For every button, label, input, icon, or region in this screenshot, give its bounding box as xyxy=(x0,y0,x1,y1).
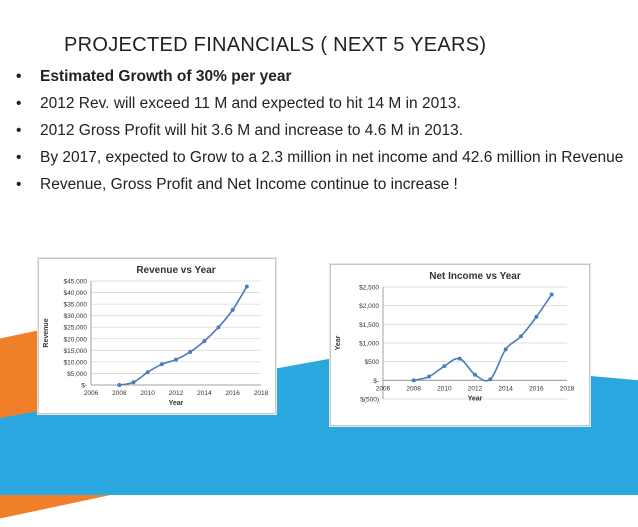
bullet-text: Estimated Growth of 30% per year xyxy=(40,68,292,85)
bullet-text: 2012 Gross Profit will hit 3.6 M and inc… xyxy=(40,122,464,139)
data-point xyxy=(145,370,150,375)
data-point xyxy=(427,374,431,379)
y-tick-label: $25,000 xyxy=(64,325,88,332)
data-point xyxy=(519,334,523,339)
data-point xyxy=(188,349,193,354)
data-point xyxy=(117,383,122,387)
data-point xyxy=(159,362,164,367)
y-tick-label: $20,000 xyxy=(64,336,88,343)
y-tick-label: $1,000 xyxy=(359,341,379,348)
x-tick-label: 2018 xyxy=(560,385,575,392)
data-point xyxy=(473,372,477,377)
data-point xyxy=(216,325,221,330)
net-income-chart: Net Income vs Year $(500) $- $500 $1,000 $1,5… xyxy=(335,271,575,404)
y-axis-label: Revenue xyxy=(43,318,50,347)
bullet-glyph: • xyxy=(16,176,22,193)
bullet-list: • Estimated Growth of 30% per year • 2012 … xyxy=(14,68,626,203)
y-tick-label: $- xyxy=(81,383,87,390)
series-line xyxy=(413,294,553,382)
x-tick-label: 2008 xyxy=(112,390,127,397)
x-tick-label: 2014 xyxy=(197,390,212,397)
x-tick-label: 2010 xyxy=(140,390,155,397)
data-point xyxy=(411,378,416,383)
x-tick-label: 2018 xyxy=(254,390,269,397)
y-tick-label: $35,000 xyxy=(64,302,88,309)
y-tick-label: $30,000 xyxy=(64,313,88,320)
y-tick-label: $(500) xyxy=(360,397,379,404)
bullet-text: By 2017, expected to Grow to a 2.3 milli… xyxy=(40,149,624,166)
data-point xyxy=(244,284,249,289)
bullet-glyph: • xyxy=(16,68,22,85)
data-point xyxy=(131,380,136,385)
y-tick-label: $2,500 xyxy=(359,285,379,292)
bullet-item: • 2012 Rev. will exceed 11 M and expected… xyxy=(14,95,626,113)
data-point xyxy=(174,357,178,362)
revenue-chart-frame: Revenue vs Year $- $5,000 $10,000 $15,000 $20… xyxy=(38,258,276,414)
y-tick-label: $40,000 xyxy=(64,290,88,297)
slide-title: PROJECTED FINANCIALS ( NEXT 5 YEARS) xyxy=(64,34,487,56)
x-tick-label: 2012 xyxy=(169,390,184,397)
bullet-glyph: • xyxy=(16,95,22,112)
bullet-glyph: • xyxy=(16,122,22,139)
x-tick-label: 2008 xyxy=(406,385,421,392)
x-tick-label: 2006 xyxy=(84,390,99,397)
data-point xyxy=(457,356,462,361)
y-tick-label: $500 xyxy=(365,359,380,366)
y-tick-label: $15,000 xyxy=(64,348,88,355)
data-point xyxy=(503,347,508,352)
net-income-chart-frame: Net Income vs Year $(500) $- $500 $1,000 $1,5… xyxy=(330,264,590,426)
bullet-text: 2012 Rev. will exceed 11 M and expected … xyxy=(40,95,461,112)
y-tick-label: $1,500 xyxy=(359,322,379,329)
y-tick-label: $10,000 xyxy=(64,359,88,366)
data-point xyxy=(549,292,554,297)
data-point xyxy=(488,377,493,382)
data-point xyxy=(230,307,235,312)
data-point xyxy=(202,339,207,344)
series-line xyxy=(119,286,248,386)
chart-title: Net Income vs Year xyxy=(429,271,521,282)
x-axis-label: Year xyxy=(468,395,483,402)
bullet-item: • 2012 Gross Profit will hit 3.6 M and in… xyxy=(14,122,626,140)
y-tick-label: $45,000 xyxy=(64,279,88,286)
x-tick-label: 2016 xyxy=(225,390,240,397)
x-tick-label: 2014 xyxy=(498,385,513,392)
y-tick-label: $- xyxy=(373,378,379,385)
bullet-text: Revenue, Gross Profit and Net Income con… xyxy=(40,176,458,193)
x-tick-label: 2016 xyxy=(529,385,544,392)
x-tick-label: 2006 xyxy=(376,385,391,392)
data-point xyxy=(534,314,539,319)
chart-title: Revenue vs Year xyxy=(136,265,215,276)
bullet-item: • Revenue, Gross Profit and Net Income co… xyxy=(14,176,626,194)
x-axis-label: Year xyxy=(169,400,184,407)
data-point xyxy=(442,364,447,369)
y-tick-label: $2,000 xyxy=(359,303,379,310)
revenue-chart: Revenue vs Year $- $5,000 $10,000 $15,000 $20… xyxy=(43,265,269,407)
bullet-item: • By 2017, expected to Grow to a 2.3 mill… xyxy=(14,149,626,167)
bullet-glyph: • xyxy=(16,149,22,166)
bullet-item: • Estimated Growth of 30% per year xyxy=(14,68,626,86)
x-tick-label: 2012 xyxy=(468,385,483,392)
y-axis-label: Year xyxy=(335,335,342,350)
x-tick-label: 2010 xyxy=(437,385,452,392)
y-tick-label: $5,000 xyxy=(67,371,87,378)
